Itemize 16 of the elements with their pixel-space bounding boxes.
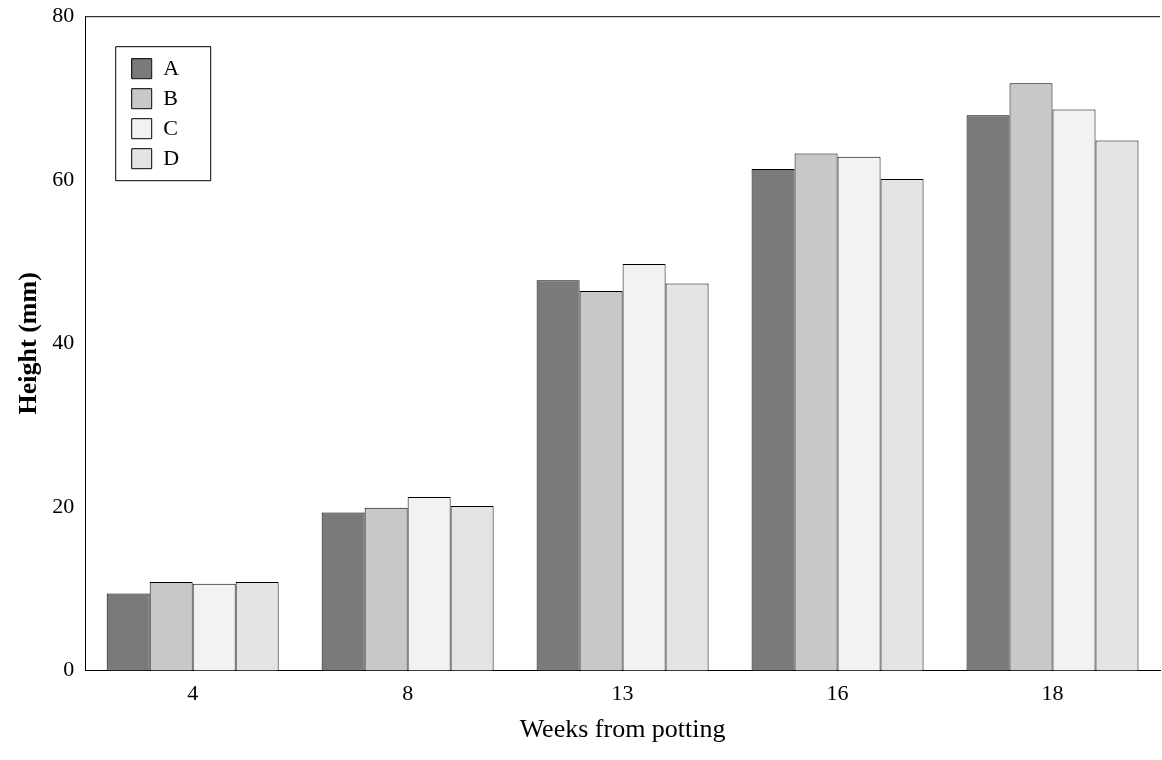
- x-tick-label: 13: [611, 680, 634, 706]
- legend-label: B: [163, 84, 178, 110]
- legend-label: A: [163, 54, 180, 80]
- y-axis-title: Height (mm): [13, 272, 43, 415]
- x-axis-title: Weeks from potting: [519, 714, 726, 744]
- y-tick-label: 80: [52, 1, 75, 27]
- legend-label: C: [163, 114, 178, 140]
- x-tick-label: 8: [402, 680, 414, 706]
- y-tick-label: 0: [63, 656, 75, 682]
- y-tick-label: 20: [52, 492, 75, 518]
- x-tick-label: 16: [826, 680, 849, 706]
- x-tick-label: 4: [187, 680, 199, 706]
- y-tick-label: 60: [52, 165, 75, 191]
- legend-label: D: [163, 144, 180, 170]
- y-tick-label: 40: [52, 329, 75, 355]
- x-tick-label: 18: [1041, 680, 1064, 706]
